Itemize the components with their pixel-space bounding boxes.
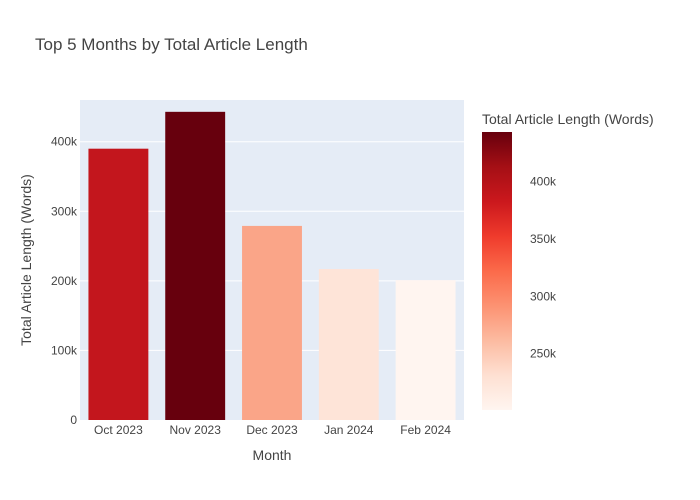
x-axis-ticks: Oct 2023 Nov 2023 Dec 2023 Jan 2024 Feb 2024 (94, 423, 451, 437)
bar (395, 280, 456, 420)
bar (242, 225, 302, 420)
colorbar-ticks: 250k 300k 350k 400k (530, 174, 557, 360)
y-axis-ticks: 0 100k 200k 300k 400k (51, 135, 78, 427)
y-tick-label: 300k (51, 204, 78, 218)
y-axis-label: Total Article Length (Words) (18, 174, 34, 346)
x-tick-label: Dec 2023 (246, 423, 298, 437)
y-tick-label: 200k (51, 274, 78, 288)
x-axis-label: Month (253, 447, 292, 463)
x-tick-label: Jan 2024 (324, 423, 374, 437)
bar (318, 269, 379, 420)
colorbar (482, 132, 512, 410)
x-tick-label: Oct 2023 (94, 423, 143, 437)
bars (88, 111, 456, 421)
colorbar-tick-label: 250k (530, 347, 557, 361)
colorbar-title: Total Article Length (Words) (482, 111, 654, 127)
y-tick-label: 100k (51, 343, 78, 357)
bar (165, 111, 226, 421)
bar (88, 148, 149, 420)
colorbar-tick-label: 300k (530, 289, 557, 303)
y-tick-label: 0 (70, 413, 77, 427)
x-tick-label: Feb 2024 (400, 423, 451, 437)
colorbar-tick-label: 400k (530, 174, 557, 188)
x-tick-label: Nov 2023 (170, 423, 222, 437)
chart-title: Top 5 Months by Total Article Length (35, 35, 308, 54)
y-tick-label: 400k (51, 135, 78, 149)
colorbar-tick-label: 350k (530, 232, 557, 246)
